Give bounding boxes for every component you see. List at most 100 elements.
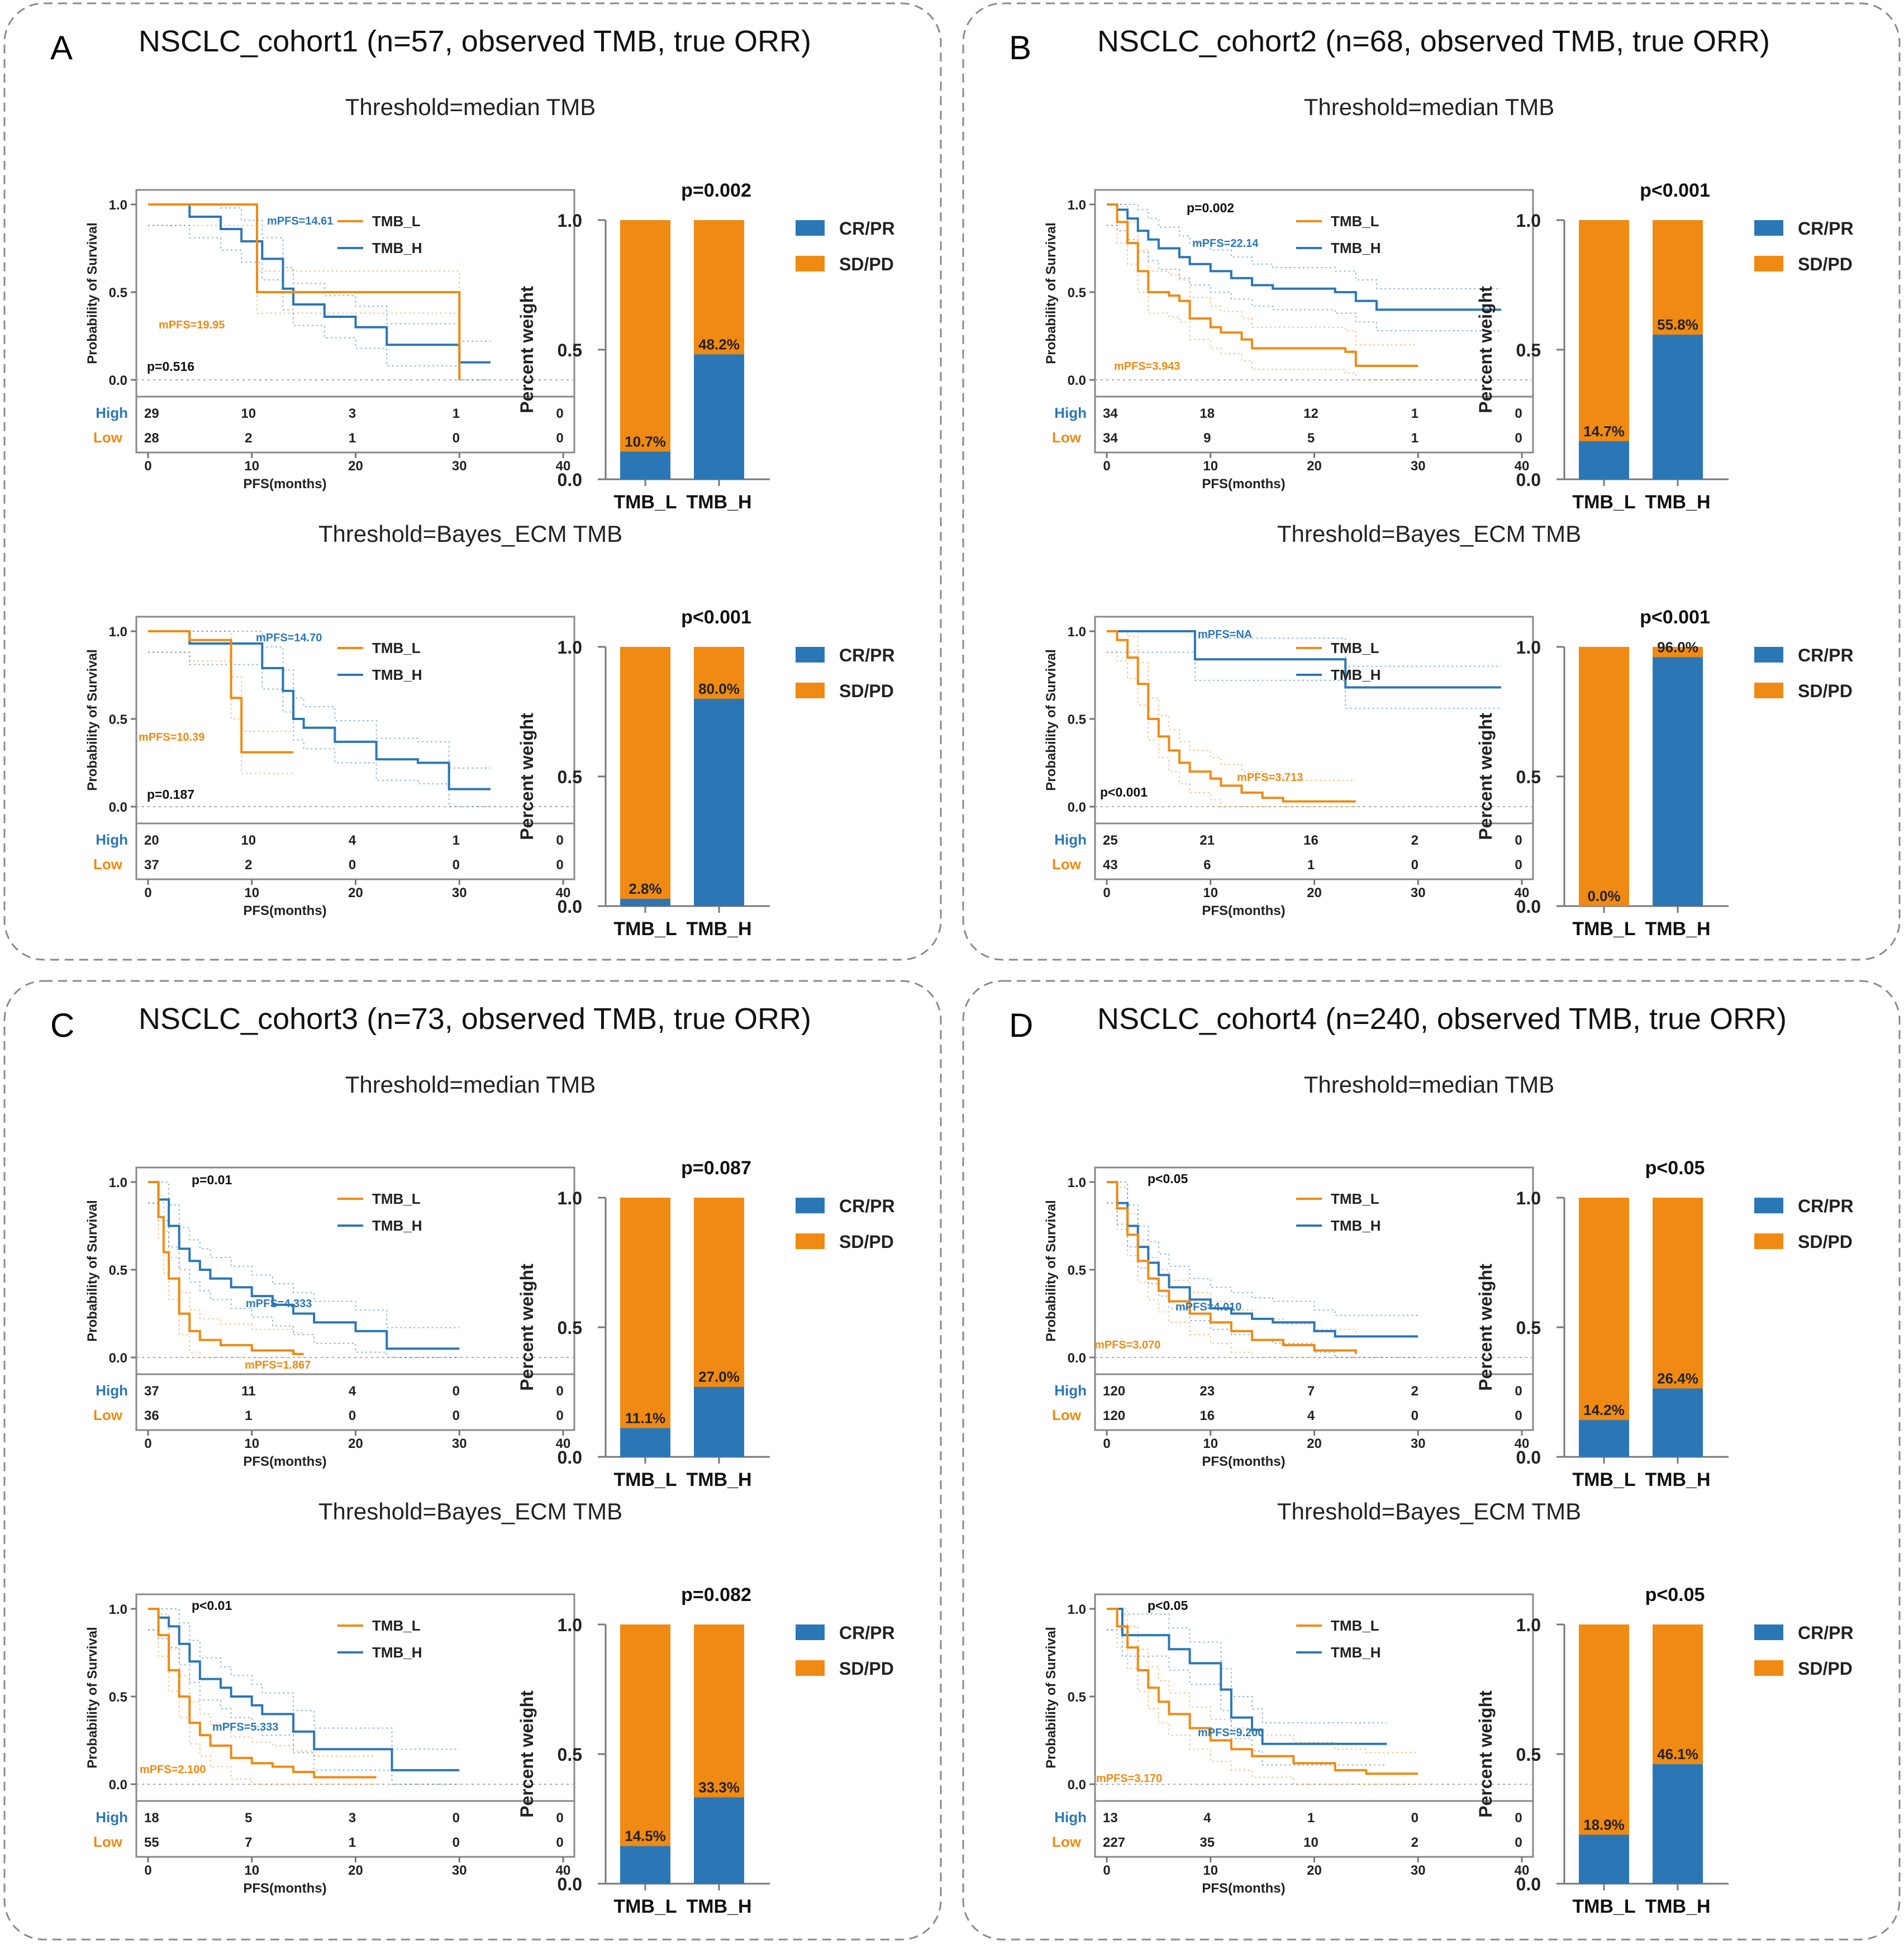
km-ylabel: Probability of Survival xyxy=(85,649,100,790)
km-xlabel: PFS(months) xyxy=(1202,903,1285,918)
risk-high-count: 0 xyxy=(453,1384,460,1399)
risk-low-count: 0 xyxy=(453,1835,460,1850)
bar-sdpd-tmb_l xyxy=(1579,647,1629,906)
km-plot: 0.0 0.5 1.0 Probability of Survival TMB_L TMB… xyxy=(1044,189,1534,492)
km-curve-low xyxy=(148,630,294,754)
threshold-label: Threshold=median TMB xyxy=(1304,1071,1555,1098)
risk-high-count: 37 xyxy=(144,1384,159,1399)
km-xlabel: PFS(months) xyxy=(243,477,326,492)
km-mpfs-low: mPFS=19.95 xyxy=(159,319,225,331)
risk-row-low-label: Low xyxy=(93,1407,123,1423)
bar-ytick-label: 1.0 xyxy=(558,211,582,231)
bar-category-label: TMB_H xyxy=(686,1469,751,1490)
bar-ytick-label: 0.5 xyxy=(558,767,582,787)
risk-low-count: 55 xyxy=(144,1835,159,1850)
km-xtick-label: 40 xyxy=(1515,885,1530,900)
km-ci-lower-high xyxy=(1107,1629,1387,1766)
bar-legend-sdpd-swatch xyxy=(796,683,825,698)
bar-chart: p<0.001 0.0 0.5 1.0 Percent weight 0.0% TMB_L 9… xyxy=(1475,607,1854,940)
bar-pvalue: p=0.087 xyxy=(681,1157,751,1179)
bar-ytick-label: 1.0 xyxy=(1516,1188,1541,1208)
km-xlabel: PFS(months) xyxy=(1202,1454,1285,1469)
km-ytick-label: 0.0 xyxy=(1068,373,1086,388)
km-curve-low xyxy=(1107,1608,1419,1775)
km-xtick-label: 10 xyxy=(244,1436,259,1451)
km-pvalue: p<0.001 xyxy=(1100,785,1148,799)
risk-row-low-label: Low xyxy=(1052,856,1082,873)
bar-legend-sdpd-label: SD/PD xyxy=(1798,1232,1853,1252)
km-curve-high xyxy=(1107,1608,1387,1745)
km-mpfs-high: mPFS=4.010 xyxy=(1175,1301,1241,1313)
km-xtick-label: 20 xyxy=(1307,459,1322,474)
km-ytick-label: 0.0 xyxy=(109,373,127,388)
risk-low-count: 16 xyxy=(1199,1408,1215,1423)
km-xtick-label: 20 xyxy=(1307,885,1322,900)
km-xtick-label: 40 xyxy=(1515,459,1530,474)
risk-low-count: 2 xyxy=(245,431,252,446)
km-ylabel: Probability of Survival xyxy=(85,1200,100,1341)
risk-low-count: 0 xyxy=(1411,1408,1419,1423)
km-ytick-label: 1.0 xyxy=(109,1602,127,1617)
bar-crpr-tmb_l xyxy=(620,451,670,479)
panel-letter: C xyxy=(50,1007,74,1044)
bar-legend-sdpd-swatch xyxy=(796,1233,825,1249)
bar-sdpd-tmb_l xyxy=(620,1624,670,1884)
bar-pvalue: p<0.001 xyxy=(1640,607,1710,628)
risk-high-count: 34 xyxy=(1103,406,1118,421)
bar-ylabel: Percent weight xyxy=(517,286,537,413)
km-xtick-label: 40 xyxy=(556,1436,571,1451)
km-pvalue: p<0.01 xyxy=(192,1598,232,1613)
risk-high-count: 25 xyxy=(1103,833,1118,848)
risk-low-count: 4 xyxy=(1307,1408,1315,1423)
risk-low-count: 2 xyxy=(1411,1835,1419,1850)
bar-legend-crpr-swatch xyxy=(796,647,825,663)
risk-high-count: 10 xyxy=(241,833,256,848)
km-mpfs-low: mPFS=3.943 xyxy=(1114,360,1180,373)
bar-category-label: TMB_L xyxy=(613,1469,677,1490)
bar-legend-crpr-swatch xyxy=(1754,220,1783,236)
risk-high-count: 4 xyxy=(349,833,356,848)
km-xtick-label: 20 xyxy=(348,459,363,474)
threshold-label: Threshold=Bayes_ECM TMB xyxy=(1277,521,1581,547)
bar-legend-sdpd-label: SD/PD xyxy=(839,1232,894,1252)
km-mpfs-high: mPFS=NA xyxy=(1198,628,1252,641)
km-xlabel: PFS(months) xyxy=(243,1881,326,1896)
bar-percent-label: 26.4% xyxy=(1657,1370,1698,1387)
km-curve-low xyxy=(148,1181,304,1355)
bar-percent-label: 48.2% xyxy=(698,336,740,352)
km-ci-upper-low xyxy=(1107,631,1356,781)
panel-title: NSCLC_cohort4 (n=240, observed TMB, true… xyxy=(1097,1002,1787,1036)
risk-low-count: 10 xyxy=(1303,1835,1318,1850)
bar-legend-crpr-label: CR/PR xyxy=(1798,645,1854,665)
risk-low-count: 34 xyxy=(1103,431,1118,446)
km-ci-lower-high xyxy=(1107,651,1501,709)
km-legend-low-label: TMB_L xyxy=(372,1190,421,1207)
bar-ytick-label: 0.5 xyxy=(1516,767,1541,787)
bar-crpr-tmb_l xyxy=(1579,1835,1629,1884)
bar-percent-label: 96.0% xyxy=(1657,639,1698,656)
km-ylabel: Probability of Survival xyxy=(85,1627,100,1768)
km-xtick-label: 40 xyxy=(556,1863,571,1878)
bar-ylabel: Percent weight xyxy=(517,1264,537,1391)
bar-ylabel: Percent weight xyxy=(1475,713,1496,840)
risk-high-count: 4 xyxy=(349,1384,356,1399)
km-xtick-label: 0 xyxy=(144,459,151,474)
risk-low-count: 0 xyxy=(453,1408,460,1423)
km-xtick-label: 10 xyxy=(244,459,259,474)
km-xtick-label: 0 xyxy=(1103,459,1110,474)
km-curve-high xyxy=(148,630,491,790)
km-pvalue: p=0.002 xyxy=(1187,201,1234,215)
km-xlabel: PFS(months) xyxy=(1202,1881,1285,1896)
km-ci-upper-high xyxy=(148,1608,460,1750)
bar-legend-crpr-label: CR/PR xyxy=(839,218,895,239)
km-curve-high xyxy=(148,203,491,364)
subfigure-d-1: Threshold=median TMB 0.0 0.5 1.0 Probability… xyxy=(1044,1071,1854,1490)
risk-table: High Low 25 43 21 6 16 1 2 0 0 0 xyxy=(1052,822,1534,880)
bar-percent-label: 55.8% xyxy=(1657,316,1698,333)
bar-legend-crpr-swatch xyxy=(796,1198,825,1213)
km-mpfs-low: mPFS=2.100 xyxy=(140,1764,206,1776)
km-legend-low-label: TMB_L xyxy=(1331,1190,1379,1207)
bar-chart: p<0.001 0.0 0.5 1.0 Percent weight 14.7% TMB_L… xyxy=(1475,180,1854,513)
